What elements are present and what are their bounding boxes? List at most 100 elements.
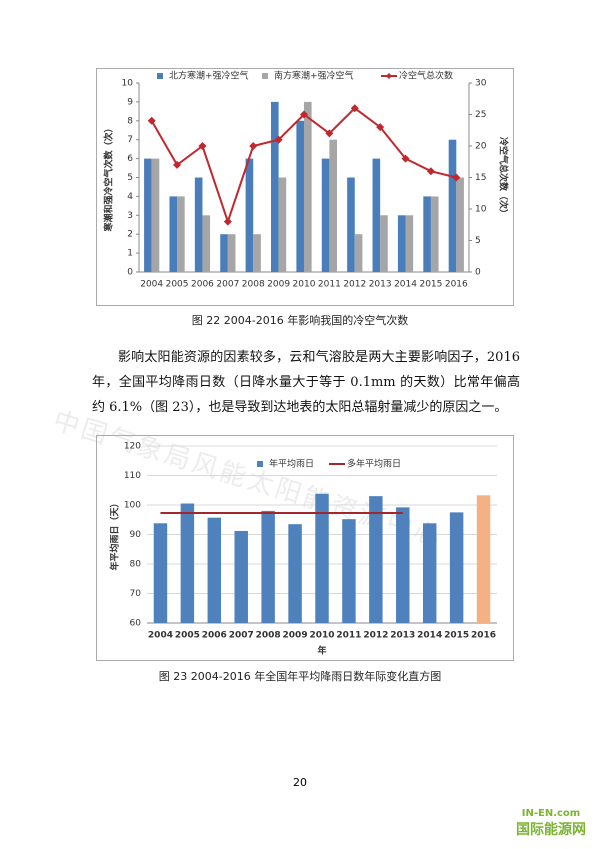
y-tick-label: 0 <box>127 268 133 278</box>
y-tick-label: 6 <box>127 154 133 164</box>
bar <box>271 101 279 273</box>
x-tick-label: 2007 <box>229 631 254 641</box>
bar <box>347 177 355 272</box>
bar <box>354 234 363 272</box>
y-axis-label: 年平均雨日（天） <box>109 498 121 570</box>
x-tick-label: 2013 <box>369 280 392 290</box>
x-tick-label: 2012 <box>343 280 366 290</box>
caption: 图 22 2004-2016 年影响我国的冷空气次数 <box>191 314 409 327</box>
bar <box>144 158 152 272</box>
legend-label: 冷空气总次数 <box>399 70 453 82</box>
x-tick-label: 2014 <box>394 280 417 290</box>
bar <box>177 196 185 272</box>
marker <box>274 135 283 144</box>
marker <box>376 123 385 132</box>
bar <box>278 177 287 272</box>
bar <box>169 196 178 272</box>
legend-label: 南方寒潮+强冷空气 <box>274 70 354 82</box>
paragraph: 影响太阳能资源的因素较多，云和气溶胶是两大主要影响因子，2016 年，全国平均降… <box>92 350 520 415</box>
bar <box>194 177 203 272</box>
x-tick-label: 2004 <box>140 280 163 290</box>
x-tick-label: 2010 <box>309 631 334 641</box>
x-tick-label: 2013 <box>390 631 415 641</box>
marker <box>325 129 334 138</box>
y-tick-label: 7 <box>127 135 133 145</box>
logo-site: IN-EN.com <box>521 808 581 819</box>
marker <box>223 217 232 226</box>
marker <box>426 167 435 176</box>
bar <box>234 530 248 623</box>
legend-marker <box>386 73 392 79</box>
x-tick-label: 2009 <box>283 631 308 641</box>
bar <box>321 158 330 272</box>
legend-swatch <box>157 73 163 79</box>
y2-tick-label: 30 <box>475 79 487 89</box>
x-axis-label: 年 <box>317 645 326 657</box>
bar <box>315 493 329 623</box>
x-tick-label: 2016 <box>445 280 468 290</box>
bar <box>448 139 457 272</box>
y2-tick-label: 15 <box>475 173 486 183</box>
chart: 60 70 80 90 100 110 120 2004 2005 2006 2007 2008 200… <box>96 435 514 661</box>
y2-axis-label: 冷空气总次数（次） <box>498 137 510 218</box>
x-tick-label: 2015 <box>419 280 442 290</box>
bar <box>329 139 337 272</box>
x-tick-label: 2008 <box>256 631 281 641</box>
bar <box>369 496 383 623</box>
x-tick-label: 2008 <box>242 280 265 290</box>
caption: 图 23 2004-2016 年全国年平均降雨日数年际变化直方图 <box>158 670 442 683</box>
y-tick-label: 2 <box>127 230 133 240</box>
bar <box>449 512 464 623</box>
bar <box>456 177 464 272</box>
legend-label: 北方寒潮+强冷空气 <box>169 70 249 82</box>
x-tick-label: 2005 <box>166 280 189 290</box>
bar <box>304 101 312 273</box>
legend-swatch <box>262 73 268 79</box>
y-tick-label: 60 <box>130 619 142 629</box>
bar <box>342 519 356 623</box>
bar <box>296 120 304 272</box>
y2-tick-label: 5 <box>475 236 481 246</box>
marker <box>198 142 207 150</box>
y-tick-label: 100 <box>124 501 141 511</box>
y2-tick-label: 10 <box>475 205 487 215</box>
bar <box>220 234 228 272</box>
x-tick-label: 2007 <box>216 280 239 290</box>
x-tick-label: 2005 <box>175 631 200 641</box>
bar <box>180 503 195 623</box>
y-tick-label: 10 <box>122 79 134 89</box>
marker <box>350 104 359 113</box>
x-tick-label: 2004 <box>148 631 173 641</box>
marker <box>249 142 258 150</box>
x-tick-label: 2016 <box>471 631 496 641</box>
bar <box>245 158 254 272</box>
marker <box>452 173 461 182</box>
logo: IN-EN.com 国际能源网 <box>516 808 586 839</box>
bar <box>397 215 406 272</box>
x-tick-label: 2006 <box>191 280 214 290</box>
bar <box>380 215 388 272</box>
y-tick-label: 4 <box>127 192 133 202</box>
bar <box>202 215 211 272</box>
y-tick-label: 8 <box>127 116 133 126</box>
y-tick-label: 90 <box>130 530 142 540</box>
chart: 0 1 2 3 4 5 6 7 8 9 10 0 5 10 15 20 25 30 2004 2005 2006 2007… <box>96 68 514 306</box>
y2-tick-label: 20 <box>475 142 487 152</box>
bar <box>423 196 431 272</box>
marker <box>173 160 182 169</box>
legend-swatch <box>257 461 263 467</box>
y2-tick-label: 25 <box>475 110 486 120</box>
bar <box>151 158 160 272</box>
page-number: 20 <box>293 776 307 789</box>
logo-name: 国际能源网 <box>516 822 586 838</box>
y-tick-label: 3 <box>127 211 133 221</box>
x-tick-label: 2011 <box>336 631 361 641</box>
x-tick-label: 2006 <box>202 631 227 641</box>
x-tick-label: 2009 <box>267 280 290 290</box>
bar <box>227 234 236 272</box>
bar <box>207 517 222 623</box>
marker <box>401 154 410 163</box>
bar <box>261 510 275 623</box>
y-tick-label: 70 <box>130 589 142 599</box>
